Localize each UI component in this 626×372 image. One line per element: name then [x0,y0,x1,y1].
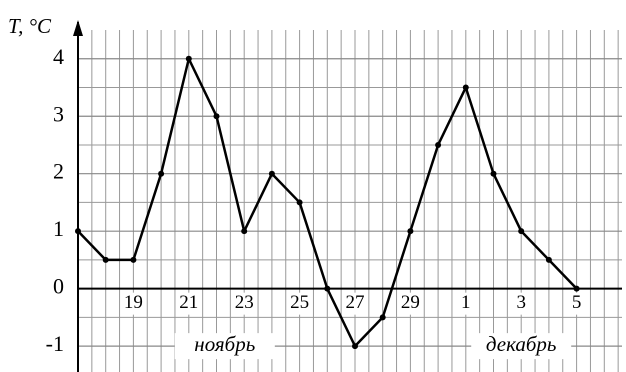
data-point [407,228,414,235]
x-tick-label: 23 [235,292,254,313]
data-point [490,170,497,177]
label-bg [508,292,535,315]
month-label: ноябрь [194,332,255,356]
data-point [241,228,248,235]
y-axis-label: T, °C [8,14,52,38]
label-bg [397,292,424,315]
data-point [130,256,137,263]
month-label: декабрь [486,332,557,356]
y-tick-label: 3 [53,101,64,126]
data-point [185,55,192,62]
y-axis-arrow [73,20,83,36]
label-bg [452,292,479,315]
label-bg [563,292,590,315]
data-point [352,343,358,350]
label-bg [175,292,202,315]
y-tick-label: 0 [53,274,64,299]
x-tick-label: 3 [516,292,526,313]
data-point [296,199,303,206]
y-tick-label: -1 [46,331,64,356]
data-point [268,170,275,177]
data-point [573,285,580,292]
x-tick-label: 29 [401,292,420,313]
data-point [518,228,525,235]
y-tick-label: 2 [53,159,64,184]
x-tick-label: 21 [179,292,198,313]
data-point [462,84,469,91]
x-tick-label: 1 [461,292,471,313]
data-point [545,256,552,263]
x-tick-label: 25 [290,292,309,313]
data-point [158,170,165,177]
x-tick-label: 27 [346,292,365,313]
label-bg [471,333,572,360]
label-bg [231,292,258,315]
y-tick-label: 4 [53,44,64,69]
data-point [324,285,331,292]
data-point [435,141,442,148]
data-point [102,256,109,263]
data-point [379,314,386,321]
x-tick-label: 5 [572,292,582,313]
label-bg [120,292,147,315]
label-bg [174,333,275,360]
y-tick-label: 1 [53,216,64,241]
x-tick-label: 19 [124,292,143,313]
data-point [213,113,220,120]
label-bg [286,292,313,315]
data-point [75,228,81,235]
label-bg [342,292,368,315]
